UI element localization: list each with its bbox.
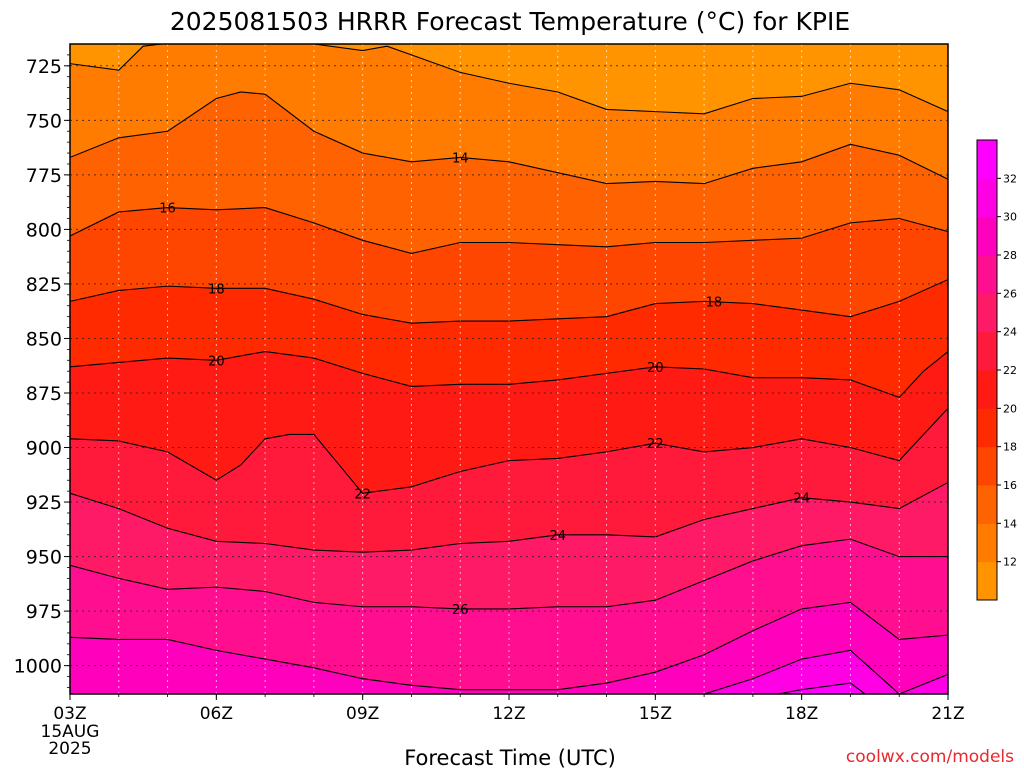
colorbar-label: 22 [1003,364,1017,377]
contour-label: 24 [550,529,567,544]
y-tick-label: 775 [26,165,62,187]
contour-26 [70,538,948,610]
colorbar-segment [977,293,997,333]
contour-group [70,44,948,694]
band-above-32 [777,683,866,694]
filled-bands [70,44,948,694]
x-tick-label: 21Z [931,704,964,724]
x-tick-label: 09Z [346,704,379,724]
colorbar-segment [977,140,997,179]
y-tick-label: 875 [26,383,62,405]
colorbar-label: 28 [1003,249,1017,262]
colorbar-label: 18 [1003,441,1017,454]
contour-18 [70,279,948,324]
colorbar-label: 30 [1003,211,1017,224]
contour-label: 22 [647,437,664,452]
colorbar-segment [977,255,997,294]
y-tick-label: 750 [26,110,62,132]
colorbar-segment [977,178,997,218]
colorbar-segment [977,370,997,409]
y-tick-label: 725 [26,56,62,78]
contour-lines [70,44,948,694]
x-tick-label: 03Z [53,704,86,724]
y-tick-label: 900 [26,438,62,460]
y-tick-label: 975 [26,601,62,623]
contour-label: 14 [452,151,469,166]
contour-label: 24 [793,492,810,507]
contour-12 [70,44,948,115]
contour-label: 22 [354,487,371,502]
colorbar-segment [977,523,997,563]
colorbar-segment [977,561,997,601]
contour-22 [70,407,948,494]
colorbar-segment [977,331,997,371]
colorbar-label: 26 [1003,287,1017,300]
y-tick-label: 825 [26,274,62,296]
y-tick-label: 800 [26,219,62,241]
band-above-28 [70,602,948,694]
contour-label: 20 [647,361,664,376]
contour-label: 18 [208,282,225,297]
y-tick-label: 925 [26,492,62,514]
contour-label: 18 [706,295,723,310]
axes: 725 750 775 800 825 850 875 900 925 950 975 1000 03Z… [14,43,965,759]
colorbar-label: 14 [1003,517,1017,530]
x-date-label: 15AUG [41,722,100,742]
chart-title: 2025081503 HRRR Forecast Temperature (°C… [170,7,850,36]
contour-16 [70,207,948,254]
colorbar-segment [977,446,997,486]
colorbar-segment [977,216,997,256]
contour-labels: 14 16 18 18 20 20 22 22 24 24 26 [159,151,810,618]
colorbar-label: 24 [1003,326,1017,339]
contour-30 [703,649,948,694]
contour-label: 20 [208,354,225,369]
colorbar-segment [977,408,997,448]
contour-14 [70,91,948,185]
plot-area [70,44,948,694]
contour-label: 16 [159,202,176,217]
colorbar-label: 16 [1003,479,1017,492]
colorbar-segment [977,485,997,524]
grid [70,44,948,694]
credit-text: coolwx.com/models [846,747,1014,767]
x-tick-label: 12Z [492,704,525,724]
colorbar-label: 12 [1003,556,1017,569]
x-tick-label: 18Z [785,704,818,724]
colorbar-label: 32 [1003,172,1017,185]
y-tick-label: 1000 [14,656,62,678]
x-tick-label: 15Z [639,704,672,724]
x-axis-label: Forecast Time (UTC) [404,746,616,768]
x-tick-label: 06Z [200,704,233,724]
contour-28 [70,601,948,691]
contour-24 [70,481,948,553]
y-tick-label: 850 [26,328,62,350]
x-date-label: 2025 [48,739,91,759]
contour-label: 26 [452,603,469,618]
contour-20 [70,350,948,398]
colorbar-label: 20 [1003,402,1017,415]
y-tick-label: 950 [26,547,62,569]
contour-32 [777,682,866,694]
colorbar: 12 14 16 18 20 22 24 26 28 30 32 [976,139,1017,601]
